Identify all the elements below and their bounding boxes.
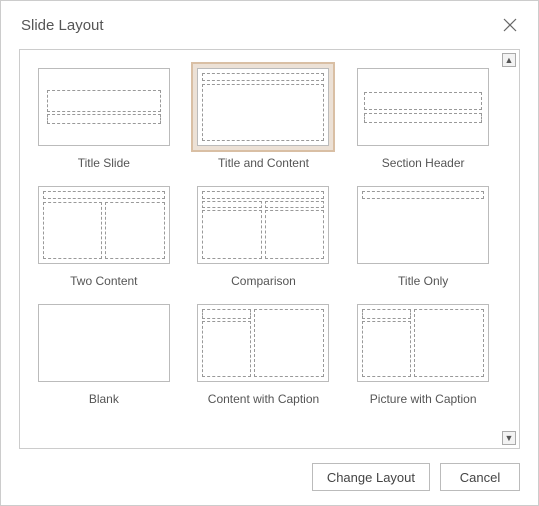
slide-layout-dialog: Slide Layout ▲ ▼ Title Slide xyxy=(0,0,539,506)
layout-thumb xyxy=(357,68,489,146)
layout-thumb xyxy=(38,304,170,382)
layout-label: Title Only xyxy=(398,274,448,288)
layout-label: Comparison xyxy=(231,274,296,288)
dialog-title: Slide Layout xyxy=(21,17,104,34)
dialog-footer: Change Layout Cancel xyxy=(1,453,538,505)
layout-label: Two Content xyxy=(70,274,137,288)
layout-thumb xyxy=(357,186,489,264)
layout-label: Section Header xyxy=(382,156,465,170)
scroll-up-button[interactable]: ▲ xyxy=(502,53,516,67)
layout-section-header[interactable]: Section Header xyxy=(349,62,497,174)
titlebar: Slide Layout xyxy=(1,1,538,45)
layout-thumb xyxy=(38,186,170,264)
layout-label: Title Slide xyxy=(78,156,130,170)
cancel-button[interactable]: Cancel xyxy=(440,463,520,491)
layout-thumb xyxy=(197,304,329,382)
close-button[interactable] xyxy=(496,11,524,39)
layout-blank[interactable]: Blank xyxy=(30,298,178,410)
layout-label: Picture with Caption xyxy=(370,392,477,406)
layout-label: Content with Caption xyxy=(208,392,319,406)
layout-grid: Title Slide Title and Content xyxy=(30,62,497,410)
change-layout-button[interactable]: Change Layout xyxy=(312,463,430,491)
layout-label: Blank xyxy=(89,392,119,406)
layout-content-with-caption[interactable]: Content with Caption xyxy=(190,298,338,410)
layout-thumb xyxy=(197,68,329,146)
layout-thumb xyxy=(38,68,170,146)
layout-thumb xyxy=(197,186,329,264)
layout-title-only[interactable]: Title Only xyxy=(349,180,497,292)
layout-list-panel: ▲ ▼ Title Slide xyxy=(19,49,520,449)
layout-title-slide[interactable]: Title Slide xyxy=(30,62,178,174)
chevron-up-icon: ▲ xyxy=(505,55,514,65)
layout-title-and-content[interactable]: Title and Content xyxy=(190,62,338,174)
layout-picture-with-caption[interactable]: Picture with Caption xyxy=(349,298,497,410)
scroll-down-button[interactable]: ▼ xyxy=(502,431,516,445)
chevron-down-icon: ▼ xyxy=(505,433,514,443)
layout-thumb xyxy=(357,304,489,382)
layout-label: Title and Content xyxy=(218,156,309,170)
close-icon xyxy=(502,17,518,33)
layout-two-content[interactable]: Two Content xyxy=(30,180,178,292)
layout-comparison[interactable]: Comparison xyxy=(190,180,338,292)
